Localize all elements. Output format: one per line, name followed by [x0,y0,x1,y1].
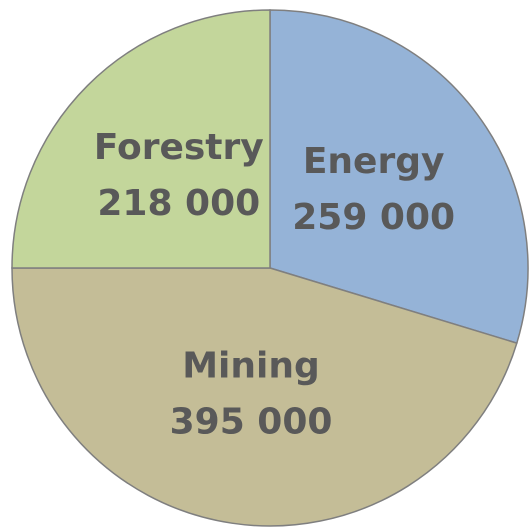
slice-value-label: 218 000 [97,183,260,224]
slice-label: Mining [182,346,320,387]
slice-label: Energy [303,141,445,182]
slice-value-label: 395 000 [170,402,333,443]
pie-slice [11,267,518,527]
slice-value-label: 259 000 [292,197,455,238]
pie-slice [11,9,271,269]
slice-label: Forestry [94,127,264,168]
pie-slice [269,9,529,345]
